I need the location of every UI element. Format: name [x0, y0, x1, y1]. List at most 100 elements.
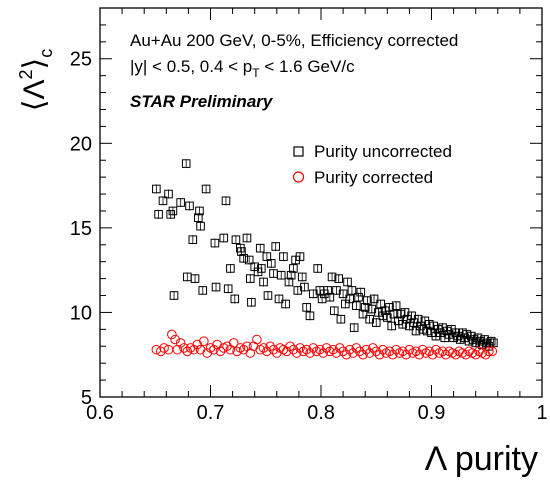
data-point-uncorrected [391, 301, 401, 310]
x-tick-label: 1 [536, 402, 547, 424]
data-point-uncorrected [281, 299, 290, 309]
data-point-uncorrected [356, 287, 366, 297]
data-point-corrected [209, 344, 219, 355]
data-point-corrected [232, 346, 242, 357]
data-point-corrected [361, 344, 372, 355]
data-point-corrected [308, 343, 319, 353]
data-point-uncorrected [341, 299, 350, 309]
data-point-corrected [179, 343, 189, 353]
data-point-uncorrected [198, 286, 208, 295]
data-point-uncorrected [418, 325, 427, 334]
data-point-corrected [414, 349, 425, 360]
data-point-corrected [155, 346, 166, 357]
data-point-corrected [189, 344, 199, 355]
data-point-corrected [388, 349, 398, 360]
legend-marker-uncorrected [293, 146, 304, 157]
annotation-line-2-sub: T [252, 66, 260, 80]
x-tick-label: 0.7 [197, 402, 225, 424]
data-point-corrected [487, 346, 498, 357]
data-point-corrected [417, 344, 428, 355]
data-point-uncorrected [152, 184, 161, 194]
data-point-uncorrected [354, 292, 363, 302]
y-tick-label: 10 [70, 302, 92, 324]
data-point-uncorrected [190, 274, 200, 283]
annotation-line-2: |y| < 0.5, 0.4 < pT < 1.6 GeV/c [130, 57, 355, 80]
data-point-uncorrected [263, 291, 273, 300]
legend-label-uncorrected: Purity uncorrected [314, 142, 452, 161]
data-point-uncorrected [323, 286, 332, 295]
y-label-sub: c [36, 49, 56, 58]
data-point-uncorrected [343, 277, 352, 287]
data-point-corrected [328, 344, 338, 355]
data-point-corrected [460, 349, 471, 360]
data-point-corrected [295, 343, 305, 353]
data-point-uncorrected [271, 242, 280, 251]
data-point-corrected [248, 341, 259, 352]
y-label-close: ⟩ [18, 58, 51, 70]
data-point-uncorrected [455, 335, 465, 344]
data-point-uncorrected [169, 291, 179, 300]
data-point-corrected [285, 341, 295, 352]
data-point-uncorrected [411, 326, 421, 336]
data-point-uncorrected [295, 252, 305, 261]
data-point-uncorrected [195, 206, 204, 216]
data-point-uncorrected [462, 330, 472, 339]
data-point-uncorrected [358, 309, 368, 319]
data-point-corrected [368, 343, 378, 353]
data-point-uncorrected [300, 282, 309, 292]
data-point-corrected [321, 343, 332, 353]
data-point-corrected [451, 349, 461, 360]
data-point-uncorrected [154, 210, 163, 219]
data-point-corrected [258, 343, 269, 353]
star-preliminary-label: STAR Preliminary [130, 92, 274, 111]
data-point-uncorrected [239, 254, 248, 263]
data-point-uncorrected [422, 326, 432, 336]
x-tick-label: 0.9 [418, 402, 446, 424]
data-point-uncorrected [164, 189, 173, 199]
data-point-corrected [397, 346, 408, 357]
data-point-uncorrected [349, 323, 359, 332]
legend: Purity uncorrected Purity corrected [292, 142, 452, 187]
data-point-uncorrected [286, 270, 296, 280]
data-point-uncorrected [387, 321, 397, 331]
y-tick-label: 20 [70, 133, 92, 155]
data-point-uncorrected [385, 303, 394, 312]
data-point-corrected [170, 334, 180, 345]
y-tick-label: 15 [70, 218, 92, 240]
data-point-uncorrected [226, 264, 235, 273]
annotation-line-2-post: < 1.6 GeV/c [260, 57, 355, 76]
data-point-uncorrected [210, 238, 220, 248]
data-point-corrected [374, 349, 385, 360]
data-point-uncorrected [181, 159, 191, 168]
data-point-corrected [175, 338, 186, 348]
data-point-uncorrected [378, 311, 388, 321]
data-point-uncorrected [266, 259, 276, 268]
data-point-uncorrected [471, 338, 480, 348]
data-point-uncorrected [262, 252, 272, 261]
data-point-uncorrected [244, 255, 254, 265]
data-point-corrected [391, 344, 401, 355]
data-point-uncorrected [279, 252, 288, 261]
y-label-sup: 2 [16, 69, 36, 79]
data-point-uncorrected [237, 247, 246, 256]
data-point-uncorrected [329, 306, 339, 316]
data-point-uncorrected [274, 294, 284, 304]
x-axis-label: Λ purity [425, 440, 538, 478]
data-point-uncorrected [255, 243, 265, 253]
data-point-corrected [351, 343, 362, 353]
data-point-uncorrected [188, 235, 198, 245]
data-point-uncorrected [196, 221, 205, 231]
data-point-uncorrected [327, 272, 337, 282]
data-point-corrected [268, 344, 279, 355]
data-point-corrected [411, 346, 421, 357]
data-point-uncorrected [436, 328, 445, 338]
data-point-uncorrected [185, 201, 194, 211]
data-point-uncorrected [259, 277, 268, 287]
data-point-corrected [151, 344, 162, 355]
data-point-uncorrected [276, 270, 286, 280]
data-point-uncorrected [297, 272, 307, 282]
data-point-corrected [341, 349, 352, 360]
data-point-uncorrected [363, 296, 372, 305]
data-point-uncorrected [389, 309, 399, 319]
